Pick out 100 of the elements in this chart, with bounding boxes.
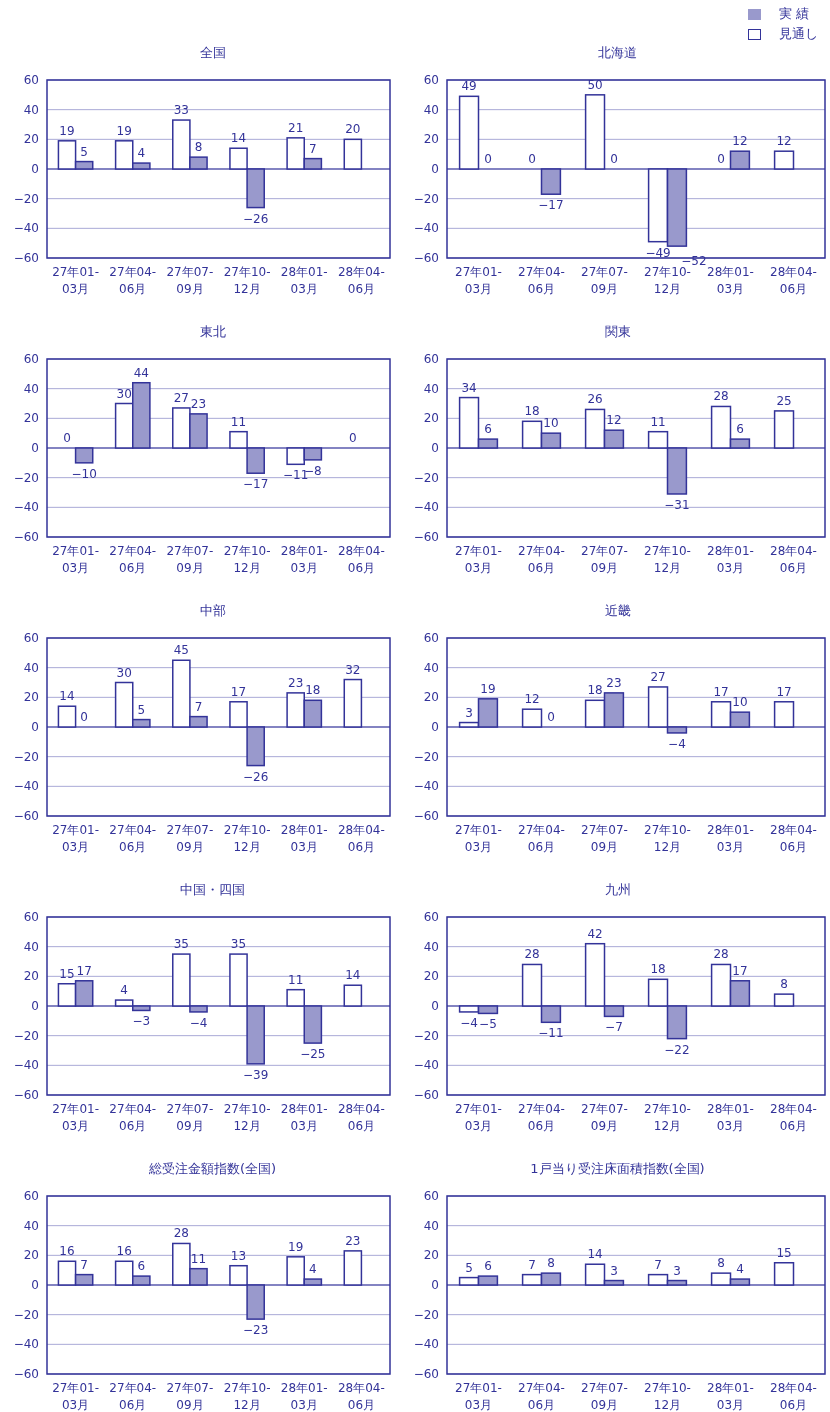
data-label: 4 — [137, 146, 146, 161]
data-label: 0 — [80, 710, 88, 724]
y-tick-label: 20 — [23, 690, 39, 705]
y-tick-label: −40 — [13, 221, 39, 236]
y-tick-label: 60 — [423, 910, 439, 924]
y-tick-label: 20 — [423, 690, 439, 705]
data-label: 50 — [587, 77, 603, 92]
x-tick-label: 27年10-12月 — [643, 822, 692, 856]
x-tick-label: 27年04-06月 — [108, 1101, 158, 1135]
data-label: 16 — [116, 1244, 132, 1259]
x-tick-label: 28年04-06月 — [336, 543, 386, 577]
x-tick-label: 28年04-06月 — [769, 822, 818, 856]
y-tick-label: −20 — [413, 1307, 439, 1322]
data-label: 8 — [194, 140, 203, 155]
x-tick-label: 28年01-03月 — [706, 543, 755, 577]
y-tick-label: −20 — [413, 749, 439, 764]
y-tick-label: 0 — [431, 162, 439, 176]
data-label: 3 — [610, 1263, 618, 1278]
y-tick-label: −20 — [13, 749, 39, 764]
data-label: 12 — [524, 692, 540, 707]
data-label: 30 — [116, 665, 132, 680]
data-label: 7 — [654, 1257, 662, 1272]
data-label: 17 — [776, 684, 792, 699]
data-label: 15 — [776, 1245, 792, 1260]
chart-title: 全国 — [198, 44, 227, 62]
x-tick-label: 27年10-12月 — [643, 543, 692, 577]
y-tick-label: 20 — [23, 1248, 39, 1263]
x-tick-label: 28年04-06月 — [336, 1101, 386, 1135]
legend-label: 実 績 — [779, 5, 810, 23]
y-tick-label: −60 — [13, 1088, 39, 1102]
data-label: 11 — [230, 414, 247, 429]
data-label: 18 — [305, 683, 321, 698]
data-label: 28 — [524, 947, 540, 962]
data-label: 16 — [59, 1244, 75, 1259]
x-tick-label: 27年01-03月 — [51, 264, 100, 298]
data-label: −23 — [242, 1323, 269, 1338]
x-tick-label: 28年01-03月 — [706, 822, 755, 856]
y-tick-label: 60 — [423, 352, 439, 366]
data-label: 27 — [173, 390, 189, 405]
y-tick-label: −60 — [413, 1088, 439, 1102]
data-label: 5 — [465, 1260, 473, 1275]
data-label: 3 — [465, 705, 473, 720]
x-tick-label: 27年07-09月 — [165, 543, 215, 577]
x-tick-label: 27年01-03月 — [51, 543, 100, 577]
data-label: 17 — [230, 684, 247, 699]
data-label: 28 — [173, 1226, 189, 1241]
data-label: −4 — [460, 1015, 478, 1030]
chart-title: 北海道 — [597, 44, 638, 62]
chart-title: 関東 — [603, 323, 632, 341]
x-tick-label: 28年01-03月 — [279, 264, 329, 298]
data-label: 6 — [484, 1259, 492, 1274]
y-tick-label: 20 — [423, 411, 439, 426]
data-label: −26 — [242, 769, 269, 784]
data-label: 44 — [133, 365, 149, 380]
y-tick-label: 0 — [31, 1278, 39, 1292]
y-tick-label: 40 — [423, 1218, 439, 1233]
y-tick-label: −20 — [13, 1028, 39, 1043]
chart-title: 1戸当り受注床面積指数(全国) — [529, 1160, 706, 1178]
x-tick-label: 28年04-06月 — [769, 1101, 818, 1135]
y-tick-label: −40 — [413, 1058, 439, 1073]
chart-title: 東北 — [198, 323, 227, 341]
y-tick-label: −60 — [13, 530, 39, 544]
x-tick-label: 28年04-06月 — [769, 543, 818, 577]
data-label: 42 — [587, 926, 603, 941]
data-label: 11 — [288, 972, 304, 987]
data-label: 19 — [288, 1239, 304, 1254]
y-tick-label: 20 — [23, 969, 39, 984]
data-label: 14 — [587, 1247, 603, 1262]
data-label: 0 — [528, 152, 536, 166]
y-tick-label: 40 — [423, 102, 439, 117]
data-label: 6 — [484, 422, 492, 437]
x-tick-label: 27年04-06月 — [517, 822, 566, 856]
x-tick-label: 27年07-09月 — [165, 1380, 215, 1412]
data-label: 8 — [780, 977, 788, 992]
data-label: 12 — [732, 134, 748, 149]
data-label: 5 — [80, 144, 88, 159]
x-tick-label: 27年04-06月 — [517, 1380, 566, 1412]
x-tick-label: 27年07-09月 — [580, 1380, 629, 1412]
chart-title: 中国・四国 — [179, 881, 246, 899]
data-label: 30 — [116, 386, 132, 401]
x-tick-label: 27年07-09月 — [580, 1101, 629, 1135]
data-label: −49 — [645, 245, 671, 260]
y-tick-label: −20 — [13, 470, 39, 485]
data-label: 0 — [547, 710, 555, 724]
x-tick-label: 27年10-12月 — [222, 1380, 272, 1412]
data-label: 14 — [345, 968, 361, 983]
data-label: 7 — [309, 141, 317, 156]
y-tick-label: −60 — [413, 530, 439, 544]
y-tick-label: −40 — [13, 779, 39, 794]
data-label: 32 — [345, 662, 361, 677]
data-label: 8 — [547, 1256, 555, 1271]
x-tick-label: 27年07-09月 — [580, 543, 629, 577]
data-label: 6 — [736, 422, 744, 437]
y-tick-label: 0 — [31, 720, 39, 734]
data-label: 14 — [59, 689, 75, 704]
y-tick-label: −60 — [413, 251, 439, 265]
x-tick-label: 27年01-03月 — [51, 1101, 100, 1135]
x-tick-label: 27年10-12月 — [222, 822, 272, 856]
data-label: 49 — [461, 79, 477, 94]
data-label: 4 — [736, 1262, 744, 1277]
